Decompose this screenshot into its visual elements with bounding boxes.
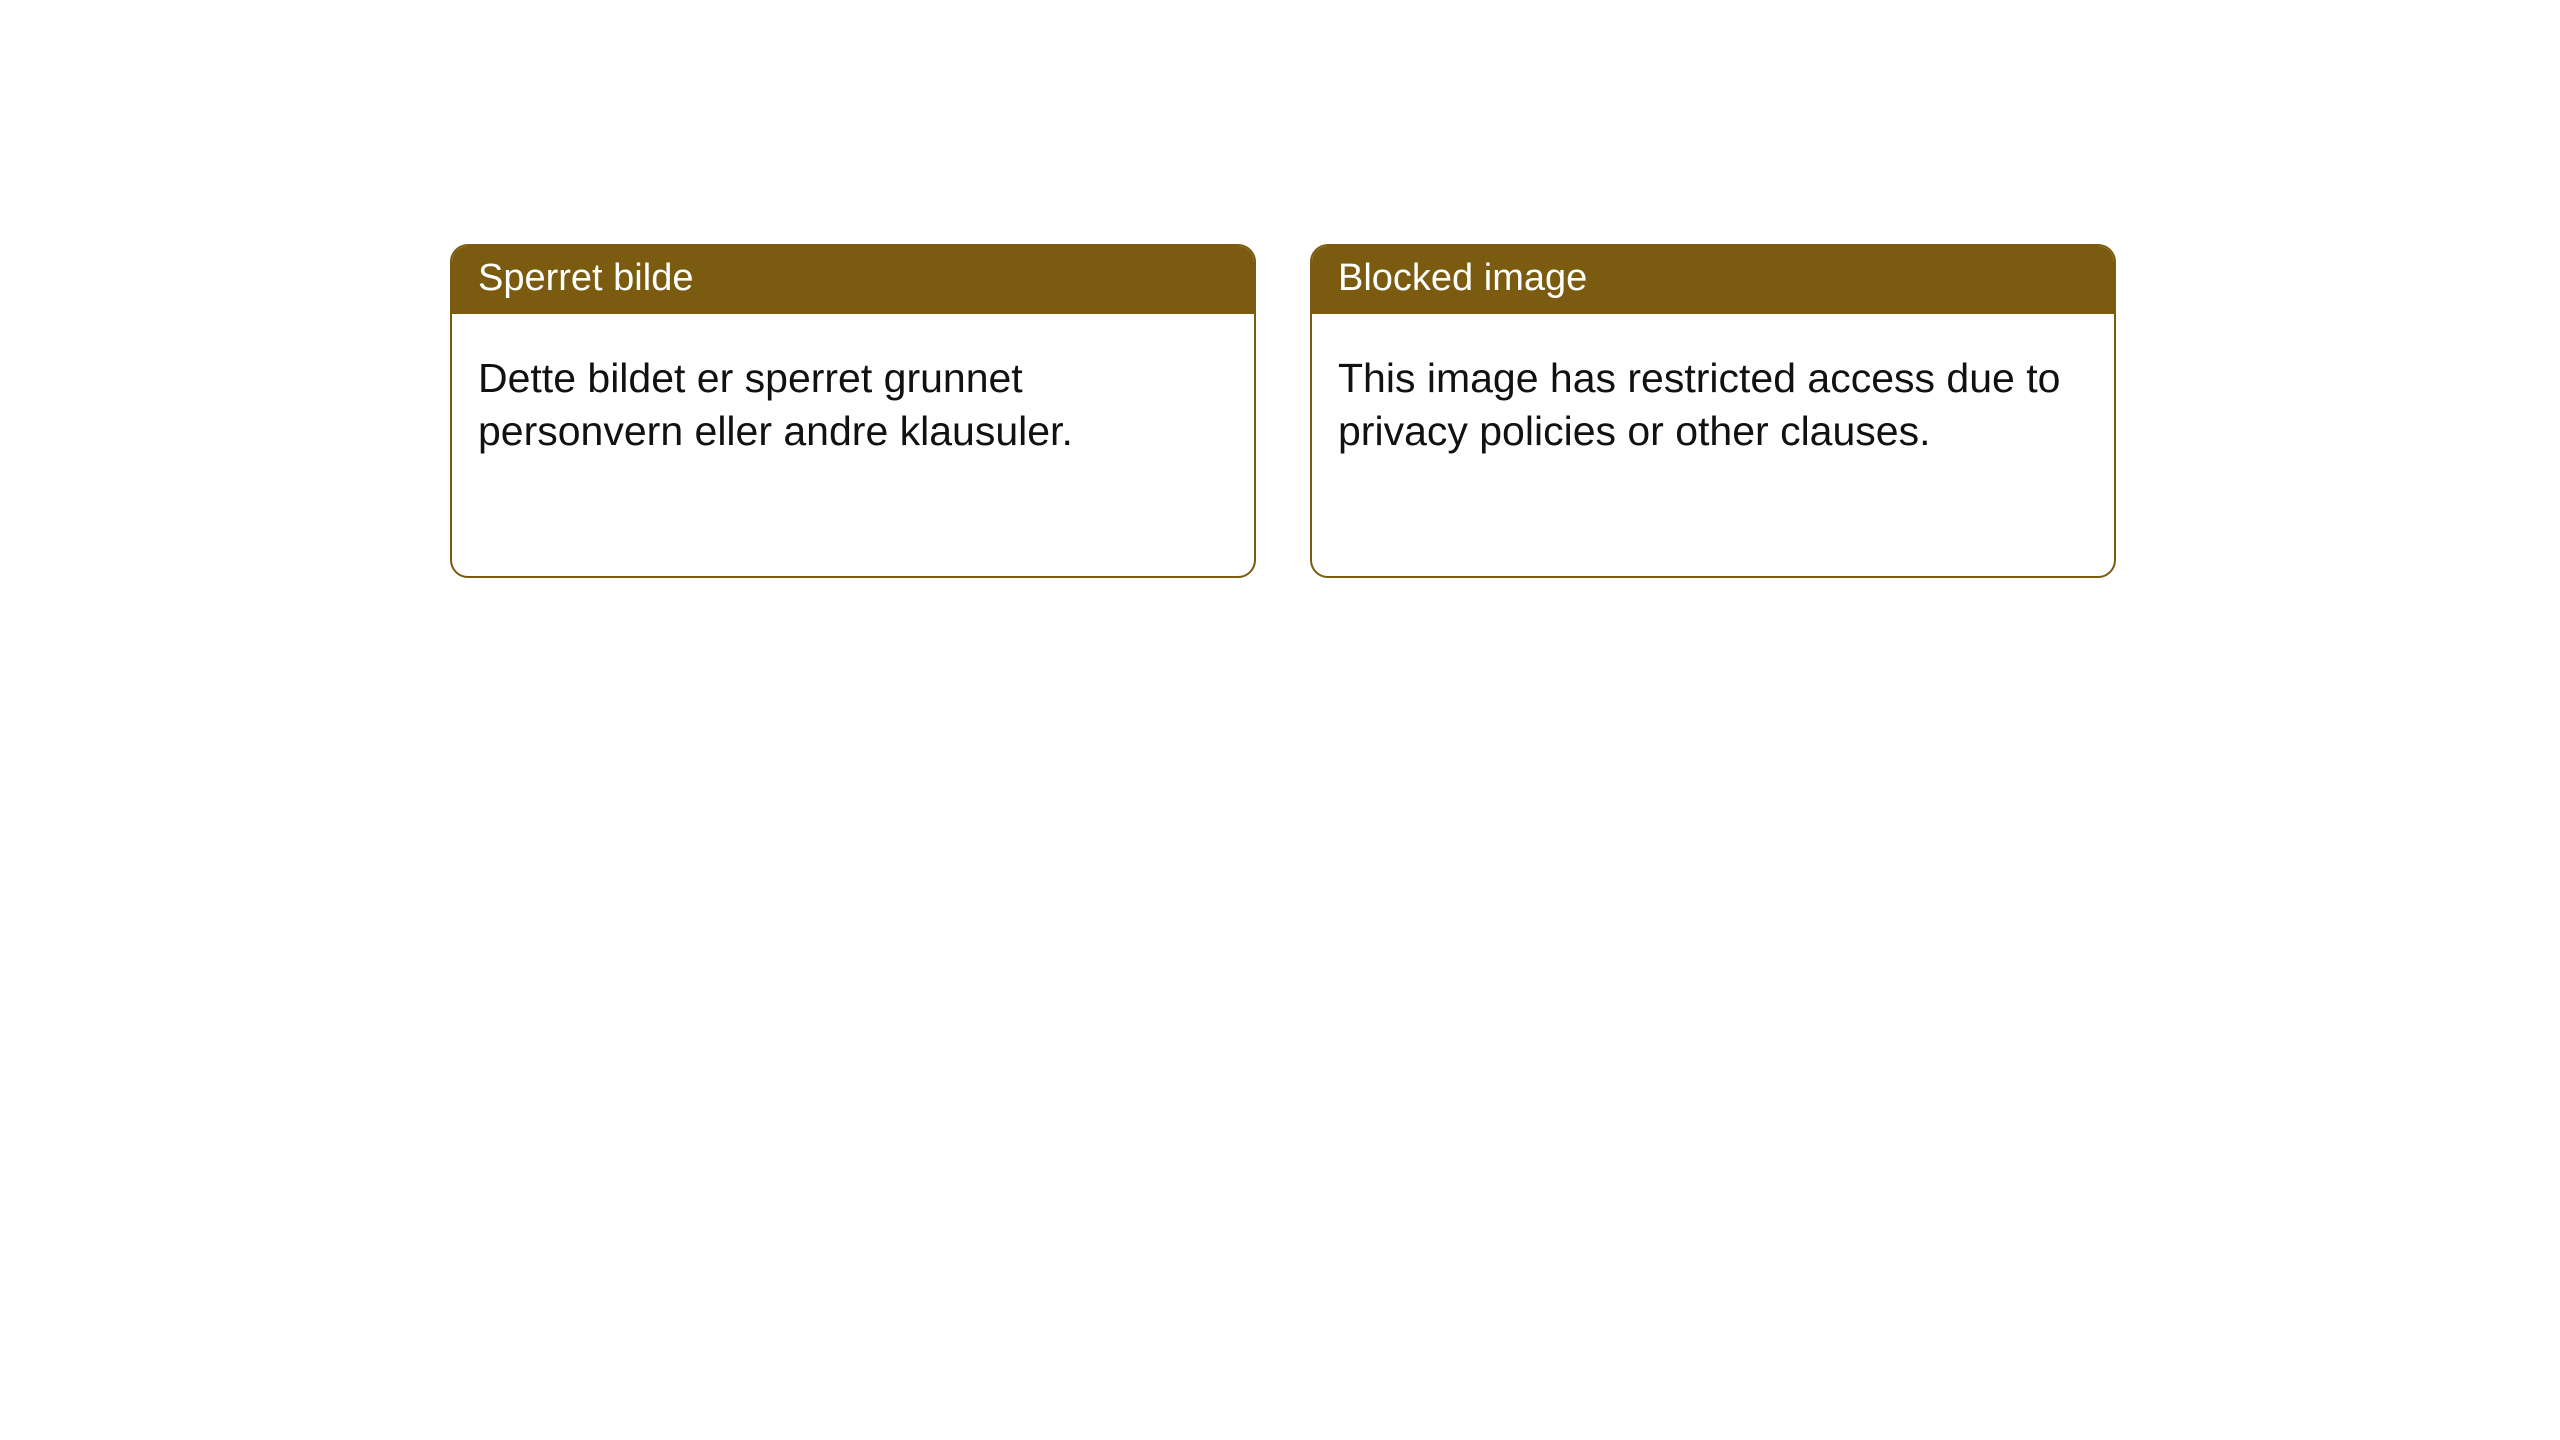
blocked-image-card-no: Sperret bilde Dette bildet er sperret gr…: [450, 244, 1256, 578]
card-title-en: Blocked image: [1312, 246, 2114, 314]
card-title-no: Sperret bilde: [452, 246, 1254, 314]
blocked-image-card-en: Blocked image This image has restricted …: [1310, 244, 2116, 578]
notice-container: Sperret bilde Dette bildet er sperret gr…: [450, 244, 2116, 578]
card-body-no: Dette bildet er sperret grunnet personve…: [452, 314, 1254, 485]
card-body-en: This image has restricted access due to …: [1312, 314, 2114, 485]
